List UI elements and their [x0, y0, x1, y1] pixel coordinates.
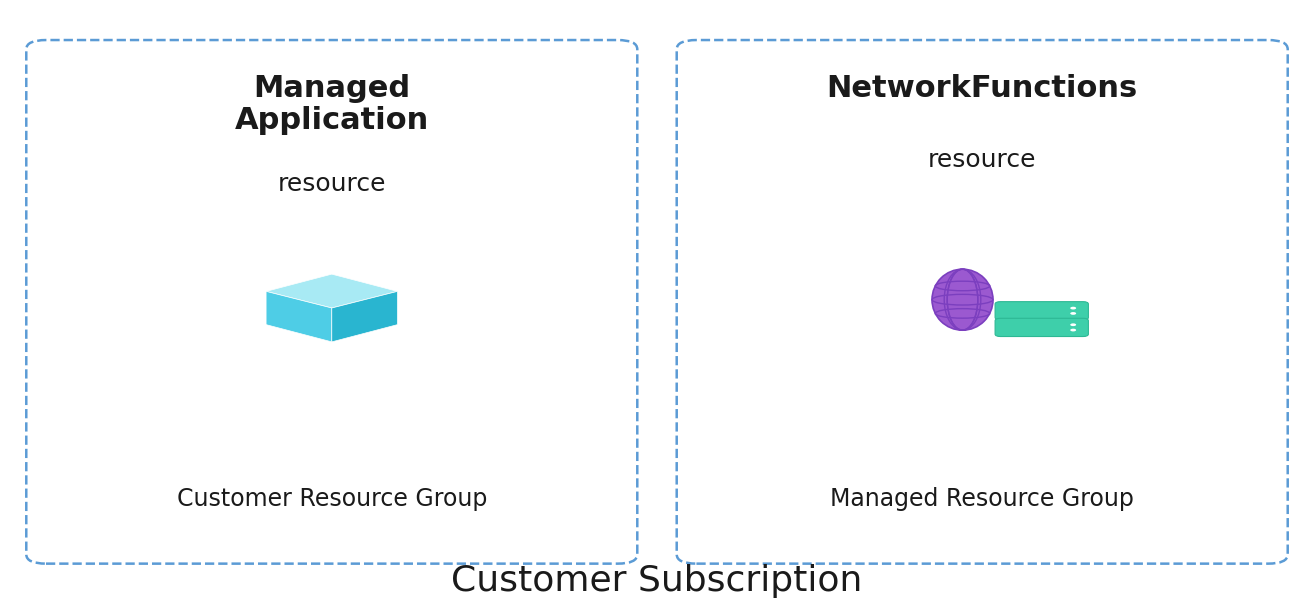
Text: Managed
Application: Managed Application	[235, 74, 428, 136]
Polygon shape	[265, 291, 331, 342]
Circle shape	[1070, 323, 1076, 326]
FancyBboxPatch shape	[995, 302, 1088, 320]
Text: resource: resource	[277, 172, 386, 197]
Text: NetworkFunctions: NetworkFunctions	[827, 74, 1138, 103]
Polygon shape	[265, 274, 397, 308]
Circle shape	[1070, 307, 1076, 309]
Text: Customer Resource Group: Customer Resource Group	[176, 487, 487, 511]
Circle shape	[1070, 329, 1076, 331]
FancyBboxPatch shape	[677, 40, 1288, 564]
Circle shape	[1070, 312, 1076, 315]
Ellipse shape	[932, 269, 993, 330]
Polygon shape	[331, 291, 397, 342]
FancyBboxPatch shape	[995, 318, 1088, 336]
FancyBboxPatch shape	[26, 40, 637, 564]
Text: Managed Resource Group: Managed Resource Group	[830, 487, 1134, 511]
Text: resource: resource	[928, 148, 1037, 172]
Text: Customer Subscription: Customer Subscription	[451, 564, 863, 598]
